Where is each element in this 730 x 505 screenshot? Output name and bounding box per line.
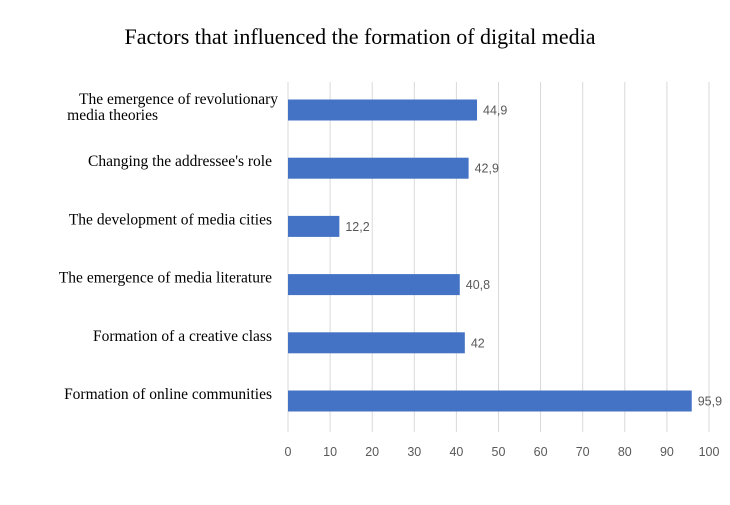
x-tick-label: 90 — [660, 445, 674, 459]
bars — [288, 99, 692, 412]
category-label: Changing the addressee's role — [88, 153, 272, 170]
x-tick-label: 10 — [323, 445, 337, 459]
category-label: Formation of a creative class — [93, 328, 272, 345]
bar — [288, 215, 340, 237]
x-tick-label: 60 — [534, 445, 548, 459]
gridlines — [287, 82, 710, 432]
data-label: 44,9 — [483, 104, 507, 118]
data-label: 42 — [471, 336, 485, 350]
x-tick-label: 20 — [365, 445, 379, 459]
bar — [288, 390, 692, 412]
data-label: 12,2 — [345, 220, 369, 234]
x-tick-label: 70 — [576, 445, 590, 459]
x-tick-label: 40 — [449, 445, 463, 459]
bar — [288, 332, 465, 354]
data-label: 95,9 — [698, 395, 722, 409]
category-labels: The emergence of revolutionary media theo… — [59, 91, 278, 403]
category-label: The emergence of media literature — [59, 270, 272, 287]
bar — [288, 99, 478, 121]
data-label: 40,8 — [466, 278, 490, 292]
x-tick-label: 0 — [285, 445, 292, 459]
category-label: The emergence of revolutionary media theo… — [67, 91, 278, 124]
category-label: The development of media cities — [69, 211, 272, 228]
category-label: Formation of online communities — [64, 386, 272, 403]
x-tick-label: 100 — [699, 445, 720, 459]
bar — [288, 157, 469, 179]
value-labels: 44,9 42,9 12,2 40,8 42 95,9 — [345, 104, 722, 409]
x-tick-label: 50 — [492, 445, 506, 459]
x-axis-tick-labels: 0 10 20 30 40 50 60 70 80 90 100 — [285, 445, 720, 459]
data-label: 42,9 — [475, 162, 499, 176]
x-tick-label: 80 — [618, 445, 632, 459]
x-tick-label: 30 — [407, 445, 421, 459]
bar — [288, 274, 460, 296]
chart-title: Factors that influenced the formation of… — [124, 24, 596, 49]
